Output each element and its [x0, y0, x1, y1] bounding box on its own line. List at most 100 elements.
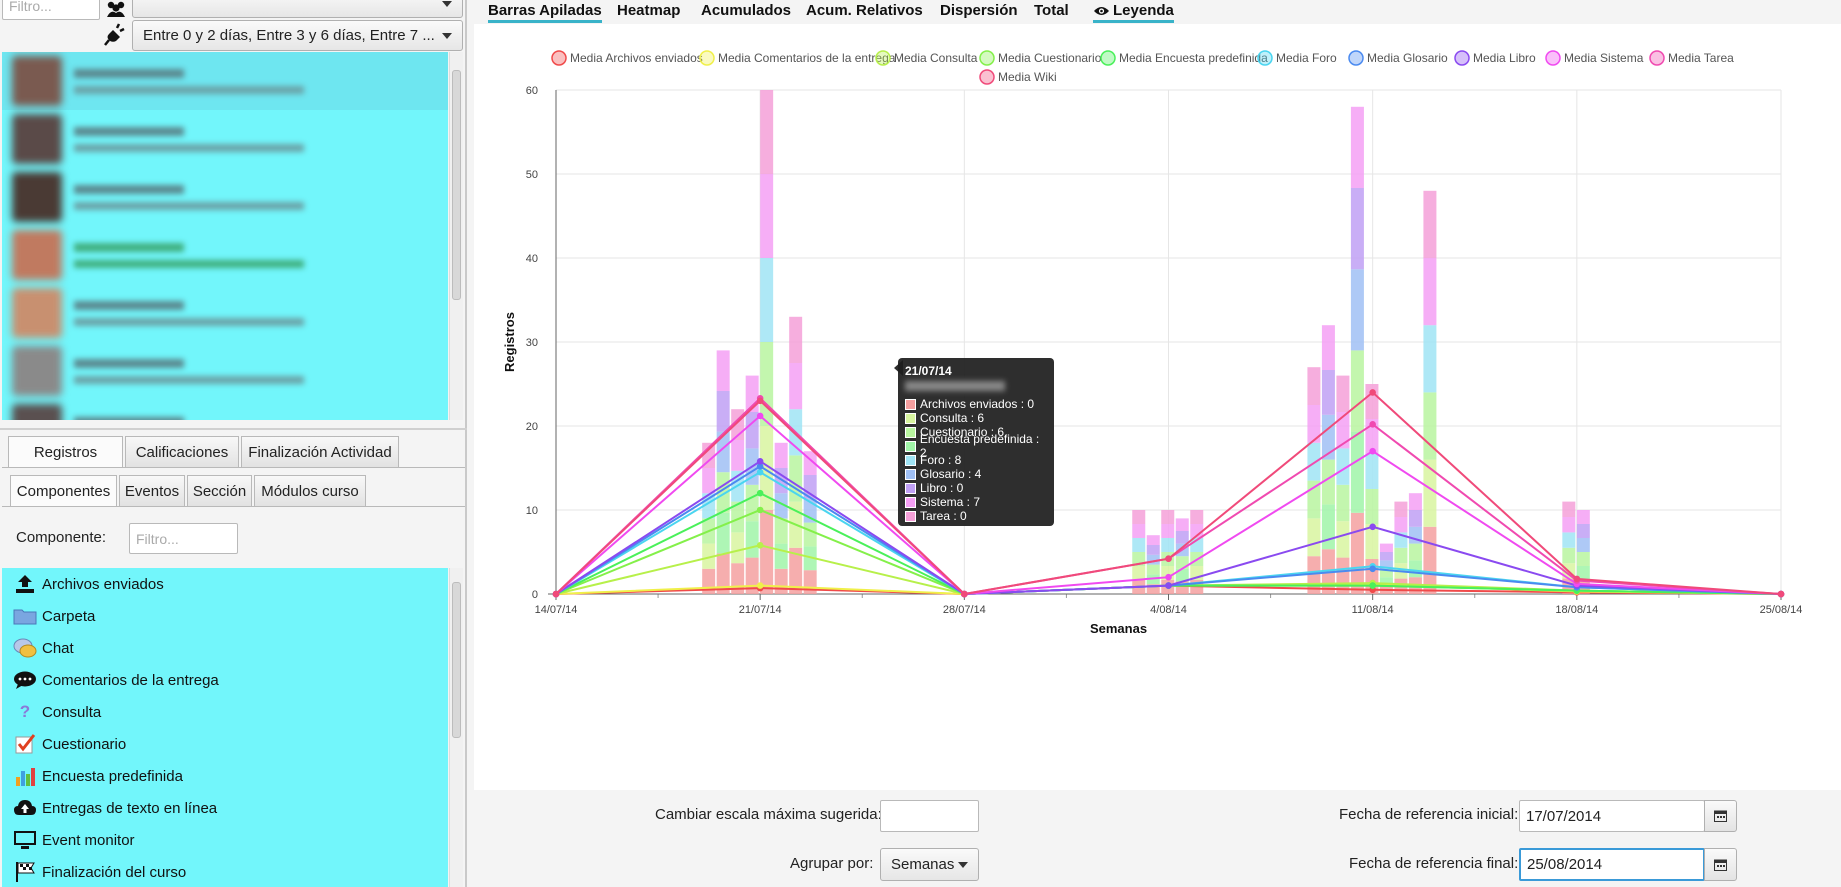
- legend-marker: [1454, 50, 1470, 66]
- tab-finalizacion-actividad[interactable]: Finalización Actividad: [241, 436, 399, 468]
- tooltip-row-label: Tarea : 0: [920, 509, 967, 523]
- tab-modulos-curso[interactable]: Módulos curso: [254, 475, 366, 507]
- user-filter-input[interactable]: Filtro...: [2, 0, 100, 20]
- time-filter-combo[interactable]: Entre 0 y 2 días, Entre 3 y 6 días, Entr…: [132, 20, 463, 51]
- tooltip-swatch: [905, 468, 916, 480]
- list-item[interactable]: Chat: [2, 632, 448, 664]
- legend-marker: [1257, 50, 1273, 66]
- role-filter-combo[interactable]: [132, 0, 463, 18]
- legend-label: Media Foro: [1276, 51, 1337, 65]
- list-item[interactable]: [2, 168, 448, 226]
- component-label: Cuestionario: [42, 735, 127, 753]
- avatar: [12, 172, 62, 222]
- tooltip-row: Glosario : 4: [905, 467, 1047, 481]
- tab-acumulados[interactable]: Acumulados: [701, 2, 792, 19]
- list-item[interactable]: ? Consulta: [2, 696, 448, 728]
- tab-heatmap[interactable]: Heatmap: [617, 2, 681, 19]
- tab-total[interactable]: Total: [1034, 2, 1069, 19]
- series-point: [1369, 523, 1376, 531]
- list-item[interactable]: Finalización del curso: [2, 856, 448, 887]
- bar-segment: [702, 442, 716, 468]
- component-filter-input[interactable]: Filtro...: [129, 523, 238, 554]
- list-item[interactable]: [2, 226, 448, 284]
- divider: [2, 467, 465, 468]
- tab-calificaciones[interactable]: Calificaciones: [125, 436, 239, 468]
- list-item[interactable]: Entregas de texto en línea: [2, 792, 448, 824]
- bar-segment: [1146, 545, 1160, 555]
- group-icon[interactable]: [104, 0, 128, 18]
- list-item[interactable]: [2, 110, 448, 168]
- list-item[interactable]: Archivos enviados: [2, 568, 448, 600]
- legend-marker: [1649, 50, 1665, 66]
- bar-segment: [702, 468, 716, 494]
- tab-leyenda[interactable]: Leyenda: [1093, 2, 1174, 23]
- component-label: Chat: [42, 639, 74, 657]
- user-list[interactable]: [2, 52, 448, 420]
- bar-segment: [1408, 510, 1422, 527]
- eye-icon: [1094, 6, 1109, 15]
- bar-segment: [1307, 405, 1321, 443]
- x-tick-label: 4/08/14: [1150, 604, 1187, 616]
- bar-segment: [1146, 535, 1160, 545]
- component-list[interactable]: Archivos enviados Carpeta Chat Comentari…: [2, 568, 448, 887]
- user-list-scrollbar[interactable]: [449, 52, 463, 420]
- bar-segment: [1336, 484, 1350, 522]
- bar-segment: [1161, 524, 1175, 538]
- bar-segment: [1562, 517, 1576, 533]
- tooltip-swatch: [905, 440, 916, 452]
- tab-acum-relativos[interactable]: Acum. Relativos: [806, 2, 923, 19]
- series-point: [756, 489, 764, 497]
- series-point: [1573, 575, 1581, 583]
- scale-input[interactable]: [880, 800, 979, 832]
- avatar: [12, 404, 62, 420]
- tooltip-row-label: Libro : 0: [920, 481, 964, 495]
- legend-label: Media Libro: [1473, 51, 1536, 65]
- tab-eventos[interactable]: Eventos: [119, 475, 185, 507]
- start-date-input[interactable]: 17/07/2014: [1519, 800, 1705, 832]
- tab-leyenda-label: Leyenda: [1113, 2, 1174, 19]
- legend-marker: [875, 50, 891, 66]
- component-list-scrollbar[interactable]: [449, 568, 463, 887]
- comment-icon: [12, 669, 38, 691]
- series-point: [1777, 590, 1785, 598]
- bar-segment: [731, 532, 745, 564]
- tab-registros[interactable]: Registros: [8, 436, 123, 468]
- legend-marker: [551, 50, 567, 66]
- list-item[interactable]: Carpeta: [2, 600, 448, 632]
- end-date-input[interactable]: 25/08/2014: [1519, 848, 1705, 881]
- calendar-icon[interactable]: [1704, 800, 1737, 832]
- group-select[interactable]: Semanas: [880, 848, 979, 881]
- legend-marker: [1545, 50, 1561, 66]
- bar-segment: [745, 412, 759, 449]
- bar-segment: [1576, 566, 1590, 580]
- list-item[interactable]: [2, 342, 448, 400]
- component-label: Finalización del curso: [42, 863, 187, 881]
- list-item[interactable]: Comentarios de la entrega: [2, 664, 448, 696]
- tab-barras-apiladas[interactable]: Barras Apiladas: [488, 2, 602, 23]
- bar-segment: [1307, 442, 1321, 481]
- tooltip-row: Libro : 0: [905, 481, 1047, 495]
- tab-seccion[interactable]: Sección: [187, 475, 252, 507]
- x-tick-label: 21/07/14: [739, 604, 782, 616]
- stacked-bar-chart[interactable]: 0 10 20 30 40 50 60 14/07/14 21/07/14 28/07/14 4/0…: [474, 24, 1841, 790]
- list-item[interactable]: [2, 52, 448, 110]
- y-tick-label: 10: [526, 505, 538, 517]
- scale-label: Cambiar escala máxima sugerida:: [655, 806, 882, 823]
- calendar-icon[interactable]: [1704, 848, 1737, 881]
- bar-segment: [1350, 431, 1364, 513]
- bar-segment: [1423, 190, 1437, 258]
- bar-segment: [1350, 188, 1364, 270]
- bar-segment: [702, 543, 716, 569]
- list-item[interactable]: [2, 400, 448, 420]
- bar-segment: [1307, 518, 1321, 557]
- legend-label: Media Wiki: [998, 70, 1057, 84]
- list-item[interactable]: Event monitor: [2, 824, 448, 856]
- list-item[interactable]: Cuestionario: [2, 728, 448, 760]
- tab-dispersion[interactable]: Dispersión: [940, 2, 1018, 19]
- bar-segment: [716, 391, 730, 432]
- tab-componentes[interactable]: Componentes: [10, 475, 117, 507]
- legend-label: Media Tarea: [1668, 51, 1734, 65]
- plug-icon[interactable]: [104, 22, 128, 46]
- list-item[interactable]: [2, 284, 448, 342]
- list-item[interactable]: Encuesta predefinida: [2, 760, 448, 792]
